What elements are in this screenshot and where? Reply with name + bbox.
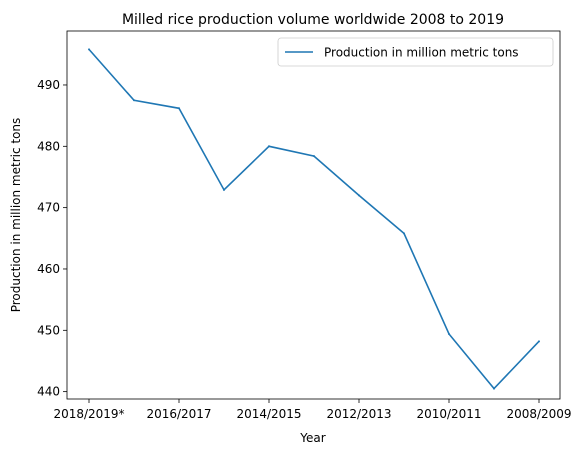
y-tick-label: 480: [37, 139, 60, 153]
data-point: [493, 387, 495, 390]
data-point: [313, 155, 315, 158]
legend-label: Production in million metric tons: [324, 46, 519, 60]
data-point: [538, 340, 540, 343]
data-point: [358, 194, 360, 197]
chart-title: Milled rice production volume worldwide …: [122, 12, 504, 28]
y-tick-label: 470: [37, 201, 60, 215]
x-axis: 2018/2019* 2016/2017 2014/2015 2012/2013 201…: [53, 399, 572, 421]
y-tick-label: 490: [37, 78, 60, 92]
data-point: [223, 188, 225, 191]
y-tick-label: 450: [37, 323, 60, 337]
x-tick-label: 2008/2009: [506, 407, 571, 421]
x-axis-label: Year: [299, 431, 325, 445]
y-tick-label: 440: [37, 385, 60, 399]
series-line: [88, 48, 540, 390]
y-axis: 440 450 460 470 480 490: [37, 78, 67, 399]
series-points: [88, 48, 540, 390]
x-tick-label: 2012/2013: [326, 407, 391, 421]
plot-frame: [66, 30, 561, 400]
x-tick-label: 2010/2011: [416, 407, 481, 421]
data-point: [448, 332, 450, 335]
data-point: [178, 107, 180, 110]
y-tick-label: 460: [37, 262, 60, 276]
data-point: [403, 232, 405, 235]
data-point: [133, 99, 135, 102]
legend: Production in million metric tons: [277, 37, 554, 67]
legend-box: [277, 37, 554, 67]
x-tick-label: 2014/2015: [236, 407, 301, 421]
x-tick-label: 2018/2019*: [53, 407, 124, 421]
data-point: [268, 145, 270, 148]
x-tick-label: 2016/2017: [146, 407, 211, 421]
y-axis-label: Production in million metric tons: [9, 118, 23, 313]
data-point: [88, 48, 90, 51]
